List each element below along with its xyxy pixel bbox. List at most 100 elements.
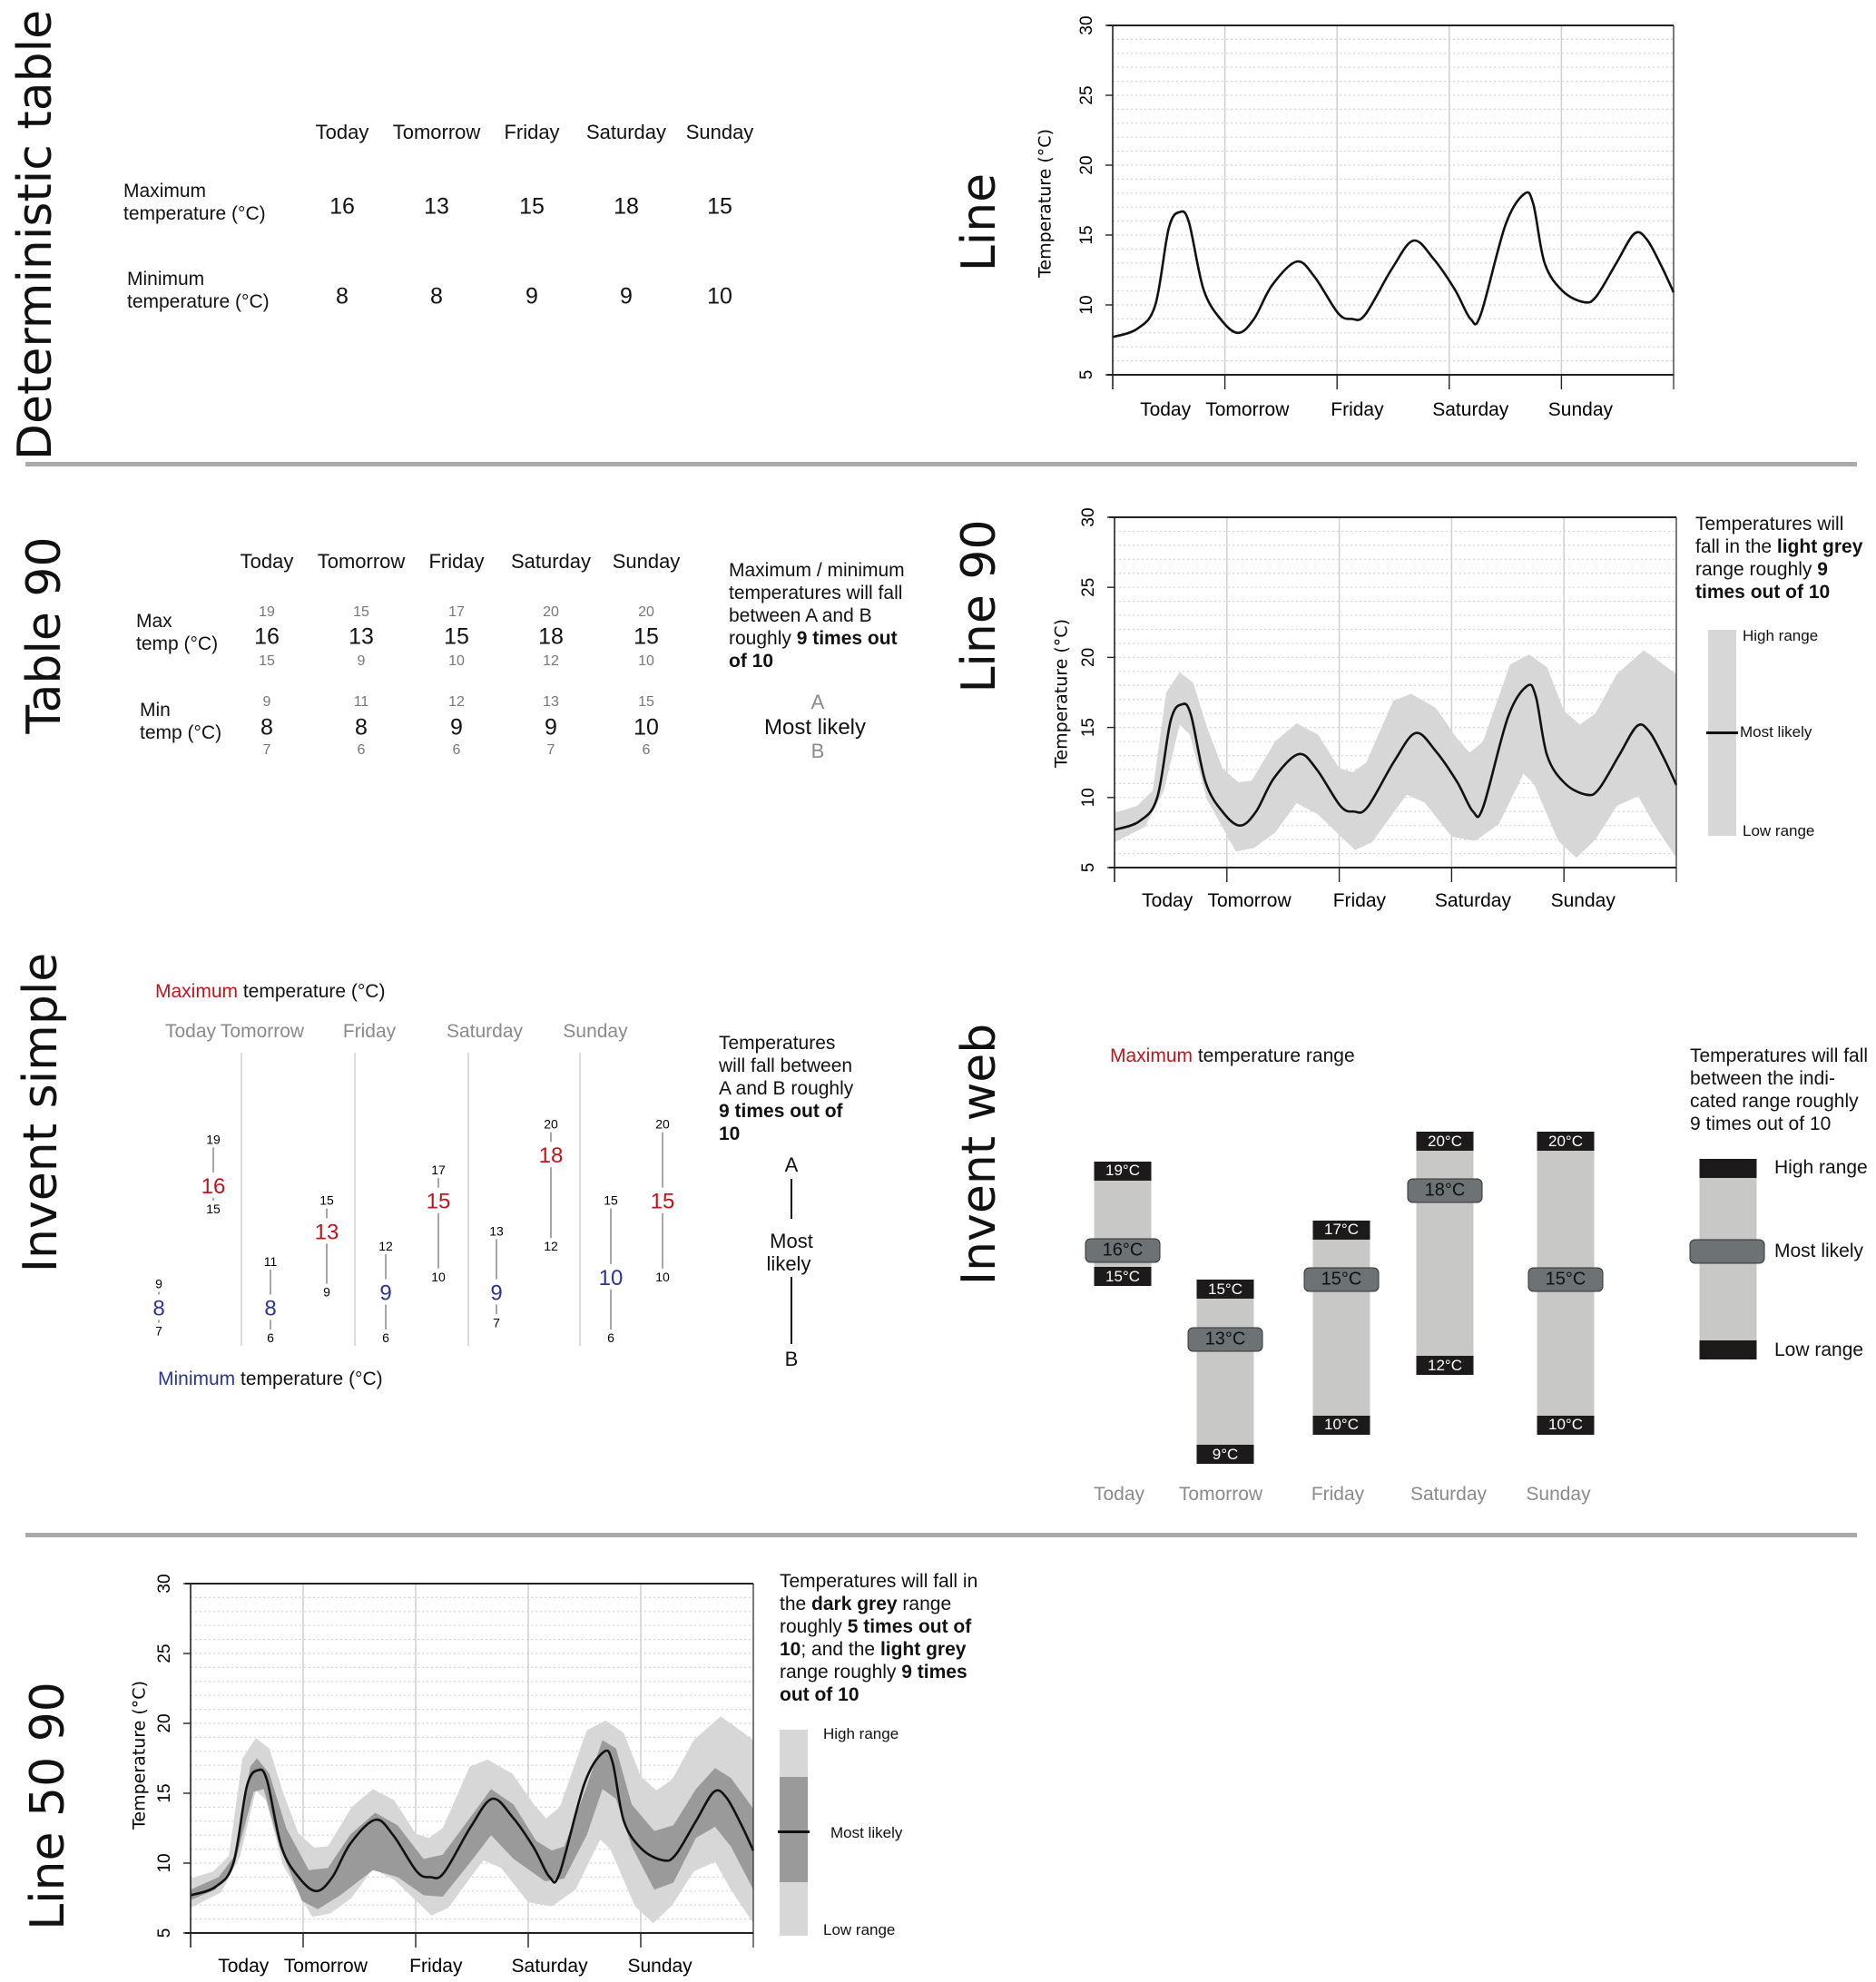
max-most-likely-label: 16 bbox=[201, 1174, 226, 1199]
legend-line-swatch bbox=[1706, 731, 1738, 734]
legend-low-label: Low range bbox=[1743, 822, 1815, 839]
min-low-label: 7 bbox=[155, 1323, 162, 1338]
x-tick-label: Tomorrow bbox=[284, 1956, 368, 1977]
max-low-value: 10 bbox=[638, 653, 654, 669]
column-header: Friday bbox=[428, 550, 485, 573]
explanation-text: between the indi- bbox=[1690, 1068, 1835, 1089]
legend-text-part: roughly bbox=[780, 1616, 848, 1637]
series-line-most-likely bbox=[1112, 191, 1675, 339]
x-tick-label: Friday bbox=[1333, 890, 1387, 911]
legend-text-part: Temperatures will bbox=[1695, 514, 1844, 535]
table-cell: 16 bbox=[329, 193, 355, 220]
max-most-likely-label: 15 bbox=[427, 1190, 451, 1214]
key-b: B bbox=[810, 740, 825, 762]
y-tick-label: 5 bbox=[1079, 863, 1098, 873]
legend-most-likely-label: Most likely bbox=[1740, 723, 1812, 741]
column-header: Sunday bbox=[612, 550, 681, 573]
legend-text: Temperatures will fall in the dark grey … bbox=[780, 1570, 977, 1706]
explanation-text: temperatures will fall bbox=[729, 583, 903, 603]
most-likely-box: 13°C bbox=[1187, 1327, 1263, 1352]
high-range-box: 19°C bbox=[1094, 1161, 1152, 1181]
low-range-value: 12°C bbox=[1428, 1356, 1462, 1374]
most-likely-box: 15°C bbox=[1527, 1267, 1604, 1292]
day-header: Tomorrow bbox=[220, 1021, 305, 1042]
max-high-label: 19 bbox=[206, 1132, 221, 1146]
max-most-likely-value: 15 bbox=[634, 623, 659, 650]
legend-low-label: Low range bbox=[1774, 1339, 1864, 1360]
series-line-most-likely bbox=[190, 1749, 755, 1897]
high-range-value: 17°C bbox=[1324, 1221, 1359, 1239]
y-tick-label: 30 bbox=[1077, 15, 1096, 34]
x-tick-label: Today bbox=[1140, 399, 1192, 420]
min-most-likely-label: 10 bbox=[599, 1266, 624, 1290]
column-header: Friday bbox=[504, 121, 560, 143]
legend-text-emphasis: dark grey bbox=[811, 1594, 898, 1614]
min-low-label: 7 bbox=[493, 1315, 500, 1330]
x-tick-label: Friday bbox=[409, 1956, 463, 1977]
min-most-likely-value: 8 bbox=[260, 714, 273, 741]
max-low-label: 15 bbox=[206, 1202, 221, 1216]
min-high-value: 13 bbox=[543, 694, 559, 710]
web-title-rest: temperature range bbox=[1193, 1045, 1355, 1066]
legend-text-part: range roughly bbox=[780, 1662, 902, 1683]
column-header: Tomorrow bbox=[392, 121, 481, 143]
min-low-value: 6 bbox=[452, 742, 461, 758]
legend-high-label: High range bbox=[1743, 627, 1819, 644]
y-tick-label: 20 bbox=[155, 1713, 174, 1732]
legend-text-part: range bbox=[897, 1594, 952, 1614]
y-tick-label: 15 bbox=[1077, 225, 1096, 244]
section-label-invent-simple: Invent simple bbox=[14, 952, 68, 1273]
section-divider bbox=[25, 462, 1857, 466]
row-label-line: temp (°C) bbox=[136, 633, 219, 654]
x-tick-label: Tomorrow bbox=[1205, 399, 1290, 420]
min-high-label: 15 bbox=[604, 1193, 618, 1208]
min-most-likely-label: 8 bbox=[264, 1296, 276, 1320]
x-tick-label: Sunday bbox=[1551, 890, 1616, 911]
legend-text-part: range roughly bbox=[1695, 559, 1818, 580]
section-label-table-90: Table 90 bbox=[17, 536, 72, 734]
explanation-text: cated range roughly bbox=[1690, 1091, 1859, 1112]
web-title: Maximum temperature range bbox=[1110, 1045, 1355, 1067]
min-high-value: 11 bbox=[353, 694, 369, 710]
min-high-label: 11 bbox=[264, 1254, 278, 1269]
row-label-line: Max bbox=[136, 611, 172, 632]
table-cell: 10 bbox=[707, 283, 732, 309]
table-cell: 9 bbox=[525, 283, 538, 309]
explanation-emphasis: 10 bbox=[719, 1123, 741, 1144]
section-label-line: Line bbox=[952, 172, 1007, 272]
column-header: Tomorrow bbox=[317, 550, 406, 573]
legend-text: Temperatures will fall in the light grey… bbox=[1695, 513, 1862, 603]
section-label-invent-web: Invent web bbox=[952, 1023, 1007, 1286]
explanation-text: A and B roughly bbox=[719, 1078, 854, 1099]
max-title: Maximum temperature (°C) bbox=[155, 980, 385, 1003]
legend-text-emphasis: 9 bbox=[1817, 559, 1828, 580]
x-tick-label: Sunday bbox=[627, 1956, 692, 1977]
band-90 bbox=[1115, 650, 1676, 859]
legend-text-emphasis: 10 bbox=[780, 1639, 801, 1660]
most-likely-value: 15°C bbox=[1545, 1269, 1586, 1290]
legend-text-emphasis: 5 times out of bbox=[847, 1616, 972, 1637]
max-title-colored: Maximum bbox=[155, 981, 239, 1002]
min-most-likely-value: 10 bbox=[634, 714, 659, 741]
explanation-text: 9 times out of 10 bbox=[1690, 1114, 1832, 1134]
most-likely-value: 16°C bbox=[1102, 1240, 1144, 1261]
chart-line: 5 10 15 20 25 30 Temperature (°C) Today Tomorrow… bbox=[1036, 15, 1675, 420]
section-label-line-90: Line 90 bbox=[952, 519, 1007, 693]
table-90-explanation: Maximum / minimum temperatures will fall… bbox=[729, 559, 905, 672]
min-low-label: 6 bbox=[382, 1330, 389, 1345]
y-tick-label: 25 bbox=[155, 1643, 174, 1663]
most-likely-box: 16°C bbox=[1085, 1238, 1161, 1263]
day-header: Saturday bbox=[446, 1021, 524, 1042]
x-tick-label: Saturday bbox=[1432, 399, 1509, 420]
max-low-label: 10 bbox=[655, 1270, 670, 1284]
legend-low-swatch bbox=[1699, 1340, 1757, 1359]
x-tick-label: Sunday bbox=[1548, 399, 1614, 420]
y-tick-label: 25 bbox=[1077, 85, 1096, 104]
min-low-label: 6 bbox=[267, 1330, 274, 1345]
min-most-likely-value: 9 bbox=[545, 714, 557, 741]
y-tick-label: 5 bbox=[1077, 370, 1096, 380]
low-range-box: 10°C bbox=[1312, 1415, 1370, 1435]
max-high-value: 17 bbox=[448, 604, 465, 620]
min-high-label: 9 bbox=[155, 1276, 162, 1290]
